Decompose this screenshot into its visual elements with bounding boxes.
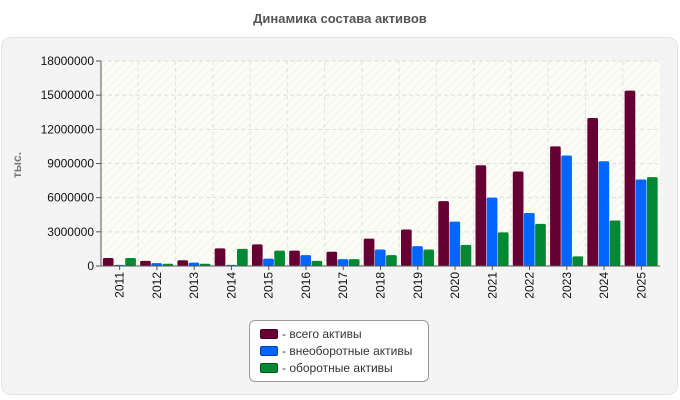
- legend-label-current: - оборотные активы: [282, 360, 393, 375]
- x-tick-label: 2012: [150, 272, 164, 299]
- bar: [535, 223, 546, 266]
- legend-item-current: - оборотные активы: [260, 359, 428, 376]
- bar: [523, 213, 535, 266]
- legend-swatch-noncurrent: [260, 345, 278, 356]
- bar: [363, 238, 375, 266]
- bar: [311, 260, 323, 266]
- y-tick-label: 6000000: [47, 191, 94, 205]
- bar: [140, 260, 151, 266]
- legend-swatch-total: [260, 328, 278, 339]
- bar: [598, 161, 610, 266]
- bar: [102, 258, 114, 266]
- x-tick-label: 2017: [336, 272, 350, 299]
- y-tick-label: 3000000: [47, 225, 94, 239]
- bar: [326, 251, 338, 266]
- bar: [400, 229, 412, 266]
- bar: [460, 244, 472, 266]
- x-tick-label: 2013: [187, 272, 201, 299]
- bar: [572, 256, 584, 266]
- bar: [635, 179, 647, 266]
- x-tick-label: 2014: [224, 272, 238, 299]
- legend-item-noncurrent: - внеоборотные активы: [260, 342, 428, 359]
- bar: [199, 263, 211, 266]
- bar: [449, 221, 461, 266]
- bar: [263, 258, 274, 266]
- bar: [337, 259, 349, 266]
- x-tick-label: 2019: [411, 272, 425, 299]
- bar: [289, 250, 300, 266]
- axes: [96, 60, 660, 270]
- legend: - всего активы - внеоборотные активы - о…: [249, 320, 429, 382]
- bars: [102, 90, 658, 266]
- y-tick-label: 15000000: [41, 88, 95, 102]
- y-tick-label: 9000000: [47, 157, 94, 171]
- bar: [486, 197, 498, 266]
- y-tick-label: 12000000: [41, 122, 95, 136]
- x-tick-label: 2018: [374, 272, 388, 299]
- bar: [609, 220, 621, 266]
- legend-item-total: - всего активы: [260, 325, 428, 342]
- legend-swatch-current: [260, 362, 278, 373]
- bar: [587, 117, 599, 266]
- legend-label-total: - всего активы: [282, 326, 362, 341]
- bar: [237, 248, 248, 266]
- tick-labels: 0 3000000 6000000 9000000 12000000 15000000 18…: [41, 54, 649, 299]
- bar: [550, 146, 561, 266]
- bar: [177, 260, 189, 266]
- bar: [374, 249, 386, 266]
- bar: [300, 255, 312, 266]
- x-tick-label: 2016: [299, 272, 313, 299]
- x-tick-label: 2023: [560, 272, 574, 299]
- bar: [162, 263, 174, 266]
- x-tick-label: 2025: [634, 272, 648, 299]
- bar: [386, 255, 397, 266]
- bar: [412, 246, 423, 266]
- y-tick-label: 18000000: [41, 54, 95, 68]
- bar: [214, 248, 226, 266]
- legend-label-noncurrent: - внеоборотные активы: [282, 343, 413, 358]
- y-tick-label: 0: [87, 259, 94, 273]
- x-tick-label: 2024: [597, 272, 611, 299]
- bar: [512, 171, 524, 266]
- x-tick-label: 2022: [523, 272, 537, 299]
- bar: [151, 263, 162, 266]
- x-tick-label: 2020: [448, 272, 462, 299]
- bar: [624, 90, 636, 266]
- bar: [646, 177, 658, 266]
- plot-area: [101, 61, 660, 266]
- bar: [348, 259, 360, 266]
- chart-title: Динамика состава активов: [253, 11, 427, 26]
- x-tick-label: 2021: [485, 272, 499, 299]
- bar: [497, 232, 509, 266]
- bar: [251, 244, 263, 266]
- bar: [475, 165, 487, 266]
- bar: [274, 250, 285, 266]
- bar: [423, 249, 435, 266]
- bar: [188, 262, 200, 266]
- bar: [125, 258, 136, 266]
- x-tick-label: 2011: [113, 272, 127, 298]
- bar: [438, 201, 449, 266]
- bar: [561, 155, 572, 266]
- x-tick-label: 2015: [262, 272, 276, 299]
